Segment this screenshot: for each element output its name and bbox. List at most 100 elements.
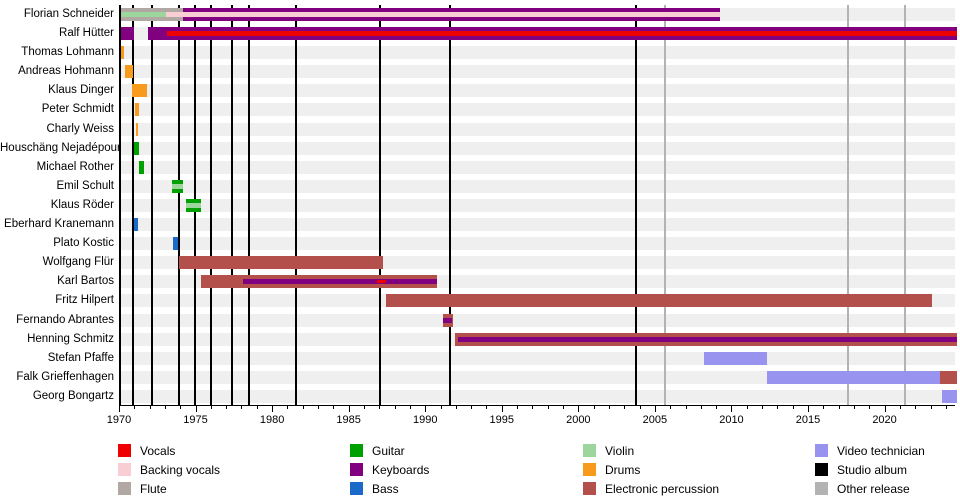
timeline-bar-bass <box>173 237 179 251</box>
timeline-bar-electronic_percussion <box>385 294 933 308</box>
row-track <box>121 65 955 79</box>
legend-swatch-keyboards <box>350 463 363 476</box>
x-axis-minor-tick <box>762 406 764 409</box>
member-label: Thomas Lohmann <box>21 46 114 59</box>
x-axis-major-tick <box>654 406 656 412</box>
inner-stripe-vocals <box>166 31 957 37</box>
x-axis-minor-tick <box>700 406 702 409</box>
x-axis-minor-tick <box>180 406 182 409</box>
x-axis-major-tick <box>884 406 886 412</box>
inner-stripe-backing_vocals <box>183 12 721 17</box>
member-label: Andreas Hohmann <box>18 65 114 78</box>
legend-label: Violin <box>605 444 635 458</box>
x-axis-tick-label: 1995 <box>489 414 515 426</box>
x-axis-minor-tick <box>547 406 549 409</box>
studio-album-line <box>449 5 452 405</box>
timeline-bar-drums <box>124 65 134 79</box>
member-label: Florian Schneider <box>23 8 114 20</box>
x-axis-minor-tick <box>532 406 534 409</box>
legend-swatch-other_release <box>815 482 828 495</box>
x-axis-minor-tick <box>563 406 565 409</box>
x-axis-minor-tick <box>164 406 166 409</box>
member-label: Klaus Röder <box>50 198 114 211</box>
row-track <box>121 179 955 193</box>
x-axis-minor-tick <box>149 406 151 409</box>
x-axis-minor-tick <box>302 406 304 409</box>
member-label: Ralf Hütter <box>59 27 114 40</box>
row-track <box>121 141 955 155</box>
timeline-bar-drums <box>134 103 140 117</box>
legend-item: Bass <box>350 482 570 496</box>
x-axis-major-tick <box>808 406 809 412</box>
x-axis-tick-label: 2000 <box>566 414 591 426</box>
timeline-bar-drums <box>132 84 147 98</box>
member-label: Emil Schult <box>56 179 114 192</box>
other-release-line <box>847 5 850 405</box>
x-axis-minor-tick <box>777 406 779 409</box>
studio-album-line <box>635 5 638 405</box>
x-axis-minor-tick <box>287 406 289 409</box>
row-track <box>121 351 955 365</box>
legend-label: Studio album <box>837 463 908 477</box>
row-track <box>121 46 955 60</box>
legend-item: Guitar <box>350 444 570 458</box>
plot-area <box>119 5 957 406</box>
legend-swatch-studio_album <box>815 463 828 476</box>
x-axis-minor-tick <box>486 406 488 409</box>
inner-stripe-vocals <box>376 280 386 284</box>
legend-item: Flute <box>118 482 338 496</box>
inner-stripe-violin <box>172 183 183 189</box>
legend-item: Violin <box>583 444 803 458</box>
timeline-bar-video_technician <box>704 351 768 365</box>
studio-album-line <box>231 5 233 405</box>
legend-item: Vocals <box>118 444 338 458</box>
member-label: Falk Grieffenhagen <box>16 370 114 383</box>
x-axis-minor-tick <box>838 406 840 409</box>
x-axis-major-tick <box>731 406 733 412</box>
legend-label: Keyboards <box>372 463 430 477</box>
row-track <box>121 389 955 403</box>
x-axis-minor-tick <box>471 406 473 409</box>
x-axis-major-tick <box>119 406 120 412</box>
inner-stripe-violin <box>121 12 167 17</box>
legend-label: Video technician <box>837 444 925 458</box>
x-axis-minor-tick <box>210 406 212 409</box>
inner-stripe-backing_vocals <box>166 12 183 17</box>
x-axis-minor-tick <box>318 406 320 409</box>
inner-stripe-keyboards <box>243 279 438 285</box>
timeline-bar-drums <box>135 122 138 136</box>
legend-swatch-bass <box>350 482 363 495</box>
x-axis-minor-tick <box>455 406 457 409</box>
legend-label: Vocals <box>140 444 176 458</box>
x-axis-minor-tick <box>624 406 626 409</box>
member-label: Peter Schmidt <box>41 103 114 116</box>
x-axis-minor-tick <box>333 406 335 409</box>
x-axis-minor-tick <box>226 406 228 409</box>
x-axis-major-tick <box>425 406 427 412</box>
x-axis-minor-tick <box>823 406 825 409</box>
member-label: Michael Rother <box>36 160 114 173</box>
member-label: Fernando Abrantes <box>16 313 114 326</box>
member-label: Karl Bartos <box>57 275 114 288</box>
x-axis-minor-tick <box>241 406 243 409</box>
legend-item: Video technician <box>815 444 960 458</box>
studio-album-line <box>150 5 153 405</box>
legend-swatch-flute <box>118 482 131 495</box>
x-axis-minor-tick <box>517 406 519 409</box>
row-track <box>121 370 955 384</box>
x-axis-minor-tick <box>409 406 411 409</box>
studio-album-line <box>295 5 298 405</box>
timeline-bar-electronic_percussion <box>179 256 383 270</box>
x-axis-minor-tick <box>915 406 917 409</box>
row-track <box>121 198 955 212</box>
x-axis-tick-label: 1985 <box>336 414 361 426</box>
studio-album-line <box>210 5 213 405</box>
row-track <box>121 237 955 251</box>
x-axis-tick-label: 2015 <box>795 414 821 426</box>
legend-label: Other release <box>837 482 910 496</box>
x-axis-major-tick <box>578 406 580 412</box>
x-axis-minor-tick <box>746 406 748 409</box>
row-track <box>121 103 955 117</box>
x-axis-minor-tick <box>379 406 381 409</box>
